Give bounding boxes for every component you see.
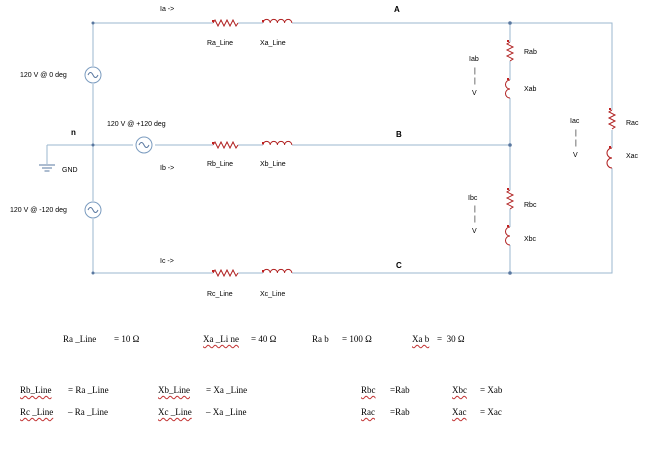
xab-label: Xab xyxy=(524,86,537,93)
eq-rac-relation: =Rab xyxy=(390,407,410,417)
eq-xa-value: = 40 Ω xyxy=(251,334,277,344)
iac-bar-2: | xyxy=(575,140,577,147)
rbc-resistor xyxy=(505,189,515,210)
eq-rbc-relation: =Rab xyxy=(390,385,410,395)
iab-bar-1: | xyxy=(474,68,476,75)
current-ia-label: Ia -> xyxy=(160,6,174,13)
current-ic-label: Ic -> xyxy=(160,258,174,265)
eq-ra-value: = 10 Ω xyxy=(114,334,140,344)
eq-xb-relation: = Xa _Line xyxy=(206,385,248,395)
node-n-label: n xyxy=(71,128,76,137)
eq-xb-name: Xb_Line xyxy=(158,385,190,395)
eq-xab-name: Xa b xyxy=(412,334,430,344)
eq-ra-name: Ra _Line xyxy=(63,334,97,344)
xb-line-inductor xyxy=(262,140,293,146)
ground-symbol xyxy=(39,164,55,172)
xc-line-inductor xyxy=(262,268,293,274)
node-a-label: A xyxy=(394,5,400,14)
rab-resistor xyxy=(505,41,515,62)
junction-a-bus xyxy=(91,21,95,25)
eq-xac-name: Xac xyxy=(452,407,467,417)
ibc-indicator: Ibc | | V xyxy=(468,195,478,235)
source-a-label: 120 V @ 0 deg xyxy=(20,72,67,79)
junction-a-top xyxy=(508,21,512,25)
xbc-inductor xyxy=(505,226,511,246)
xa-line-inductor xyxy=(262,18,293,24)
eq-rab-name: Ra b xyxy=(312,334,329,344)
iac-label: Iac xyxy=(570,118,580,125)
iab-bar-2: | xyxy=(474,78,476,85)
eq-rb-name: Rb_Line xyxy=(20,385,52,395)
xac-inductor xyxy=(606,147,613,169)
ibc-arrowhead: V xyxy=(472,228,477,235)
eq-rc-name: Rc _Line xyxy=(20,407,54,417)
xb-line-label: Xb_Line xyxy=(260,161,286,168)
rc-line-label: Rc_Line xyxy=(207,291,233,298)
iab-arrowhead: V xyxy=(472,90,477,97)
iab-label: Iab xyxy=(469,56,479,63)
eq-xbc-relation: = Xab xyxy=(480,385,503,395)
source-a-icon xyxy=(84,66,102,84)
iab-indicator: Iab | | V xyxy=(469,56,479,97)
eq-xc-name: Xc _Line xyxy=(158,407,192,417)
ibc-bar-2: | xyxy=(474,216,476,223)
source-c-label: 120 V @ -120 deg xyxy=(10,207,67,214)
rac-resistor xyxy=(607,109,617,130)
source-c-icon xyxy=(84,201,102,219)
eq-rac-name: Rac xyxy=(361,407,375,417)
xab-inductor xyxy=(505,79,511,99)
rab-label: Rab xyxy=(524,49,537,56)
iac-arrowhead: V xyxy=(573,152,578,159)
eq-xc-relation: – Xa _Line xyxy=(206,407,247,417)
rb-line-label: Rb_Line xyxy=(207,161,233,168)
ra-line-resistor xyxy=(212,18,239,28)
junction-neutral xyxy=(91,143,95,147)
node-b-label: B xyxy=(396,130,402,139)
eq-rb-relation: = Ra _Line xyxy=(68,385,109,395)
polarity-markers xyxy=(212,20,611,272)
iac-bar-1: | xyxy=(575,130,577,137)
ibc-label: Ibc xyxy=(468,195,478,202)
xa-line-label: Xa_Line xyxy=(260,40,286,47)
rbc-label: Rbc xyxy=(524,202,537,209)
eq-rc-relation: – Ra _Line xyxy=(68,407,108,417)
ground-label: GND xyxy=(62,167,78,174)
rac-label: Rac xyxy=(626,120,639,127)
xbc-label: Xbc xyxy=(524,236,537,243)
ibc-bar-1: | xyxy=(474,206,476,213)
junction-b xyxy=(508,143,512,147)
eq-xab-value: = 30 Ω xyxy=(437,334,465,344)
eq-xac-relation: = Xac xyxy=(480,407,502,417)
iac-indicator: Iac | | V xyxy=(570,118,580,159)
eq-rab-value: = 100 Ω xyxy=(342,334,372,344)
rb-line-resistor xyxy=(212,140,239,150)
phase-a-line xyxy=(93,22,613,110)
node-c-label: C xyxy=(396,261,402,270)
junction-c-bottom xyxy=(508,271,512,275)
eq-xa-name: Xa _Li ne xyxy=(203,334,239,344)
current-ib-label: Ib -> xyxy=(160,165,174,172)
wires xyxy=(46,22,613,274)
xac-label: Xac xyxy=(626,153,639,160)
ra-line-label: Ra_Line xyxy=(207,40,233,47)
source-b-label: 120 V @ +120 deg xyxy=(107,121,166,128)
phase-c-line xyxy=(93,168,613,274)
rc-line-resistor xyxy=(212,268,239,278)
eq-rbc-name: Rbc xyxy=(361,385,376,395)
xc-line-label: Xc_Line xyxy=(260,291,285,298)
eq-xbc-name: Xbc xyxy=(452,385,467,395)
junction-c-bus xyxy=(91,271,95,275)
source-b-icon xyxy=(135,136,153,154)
